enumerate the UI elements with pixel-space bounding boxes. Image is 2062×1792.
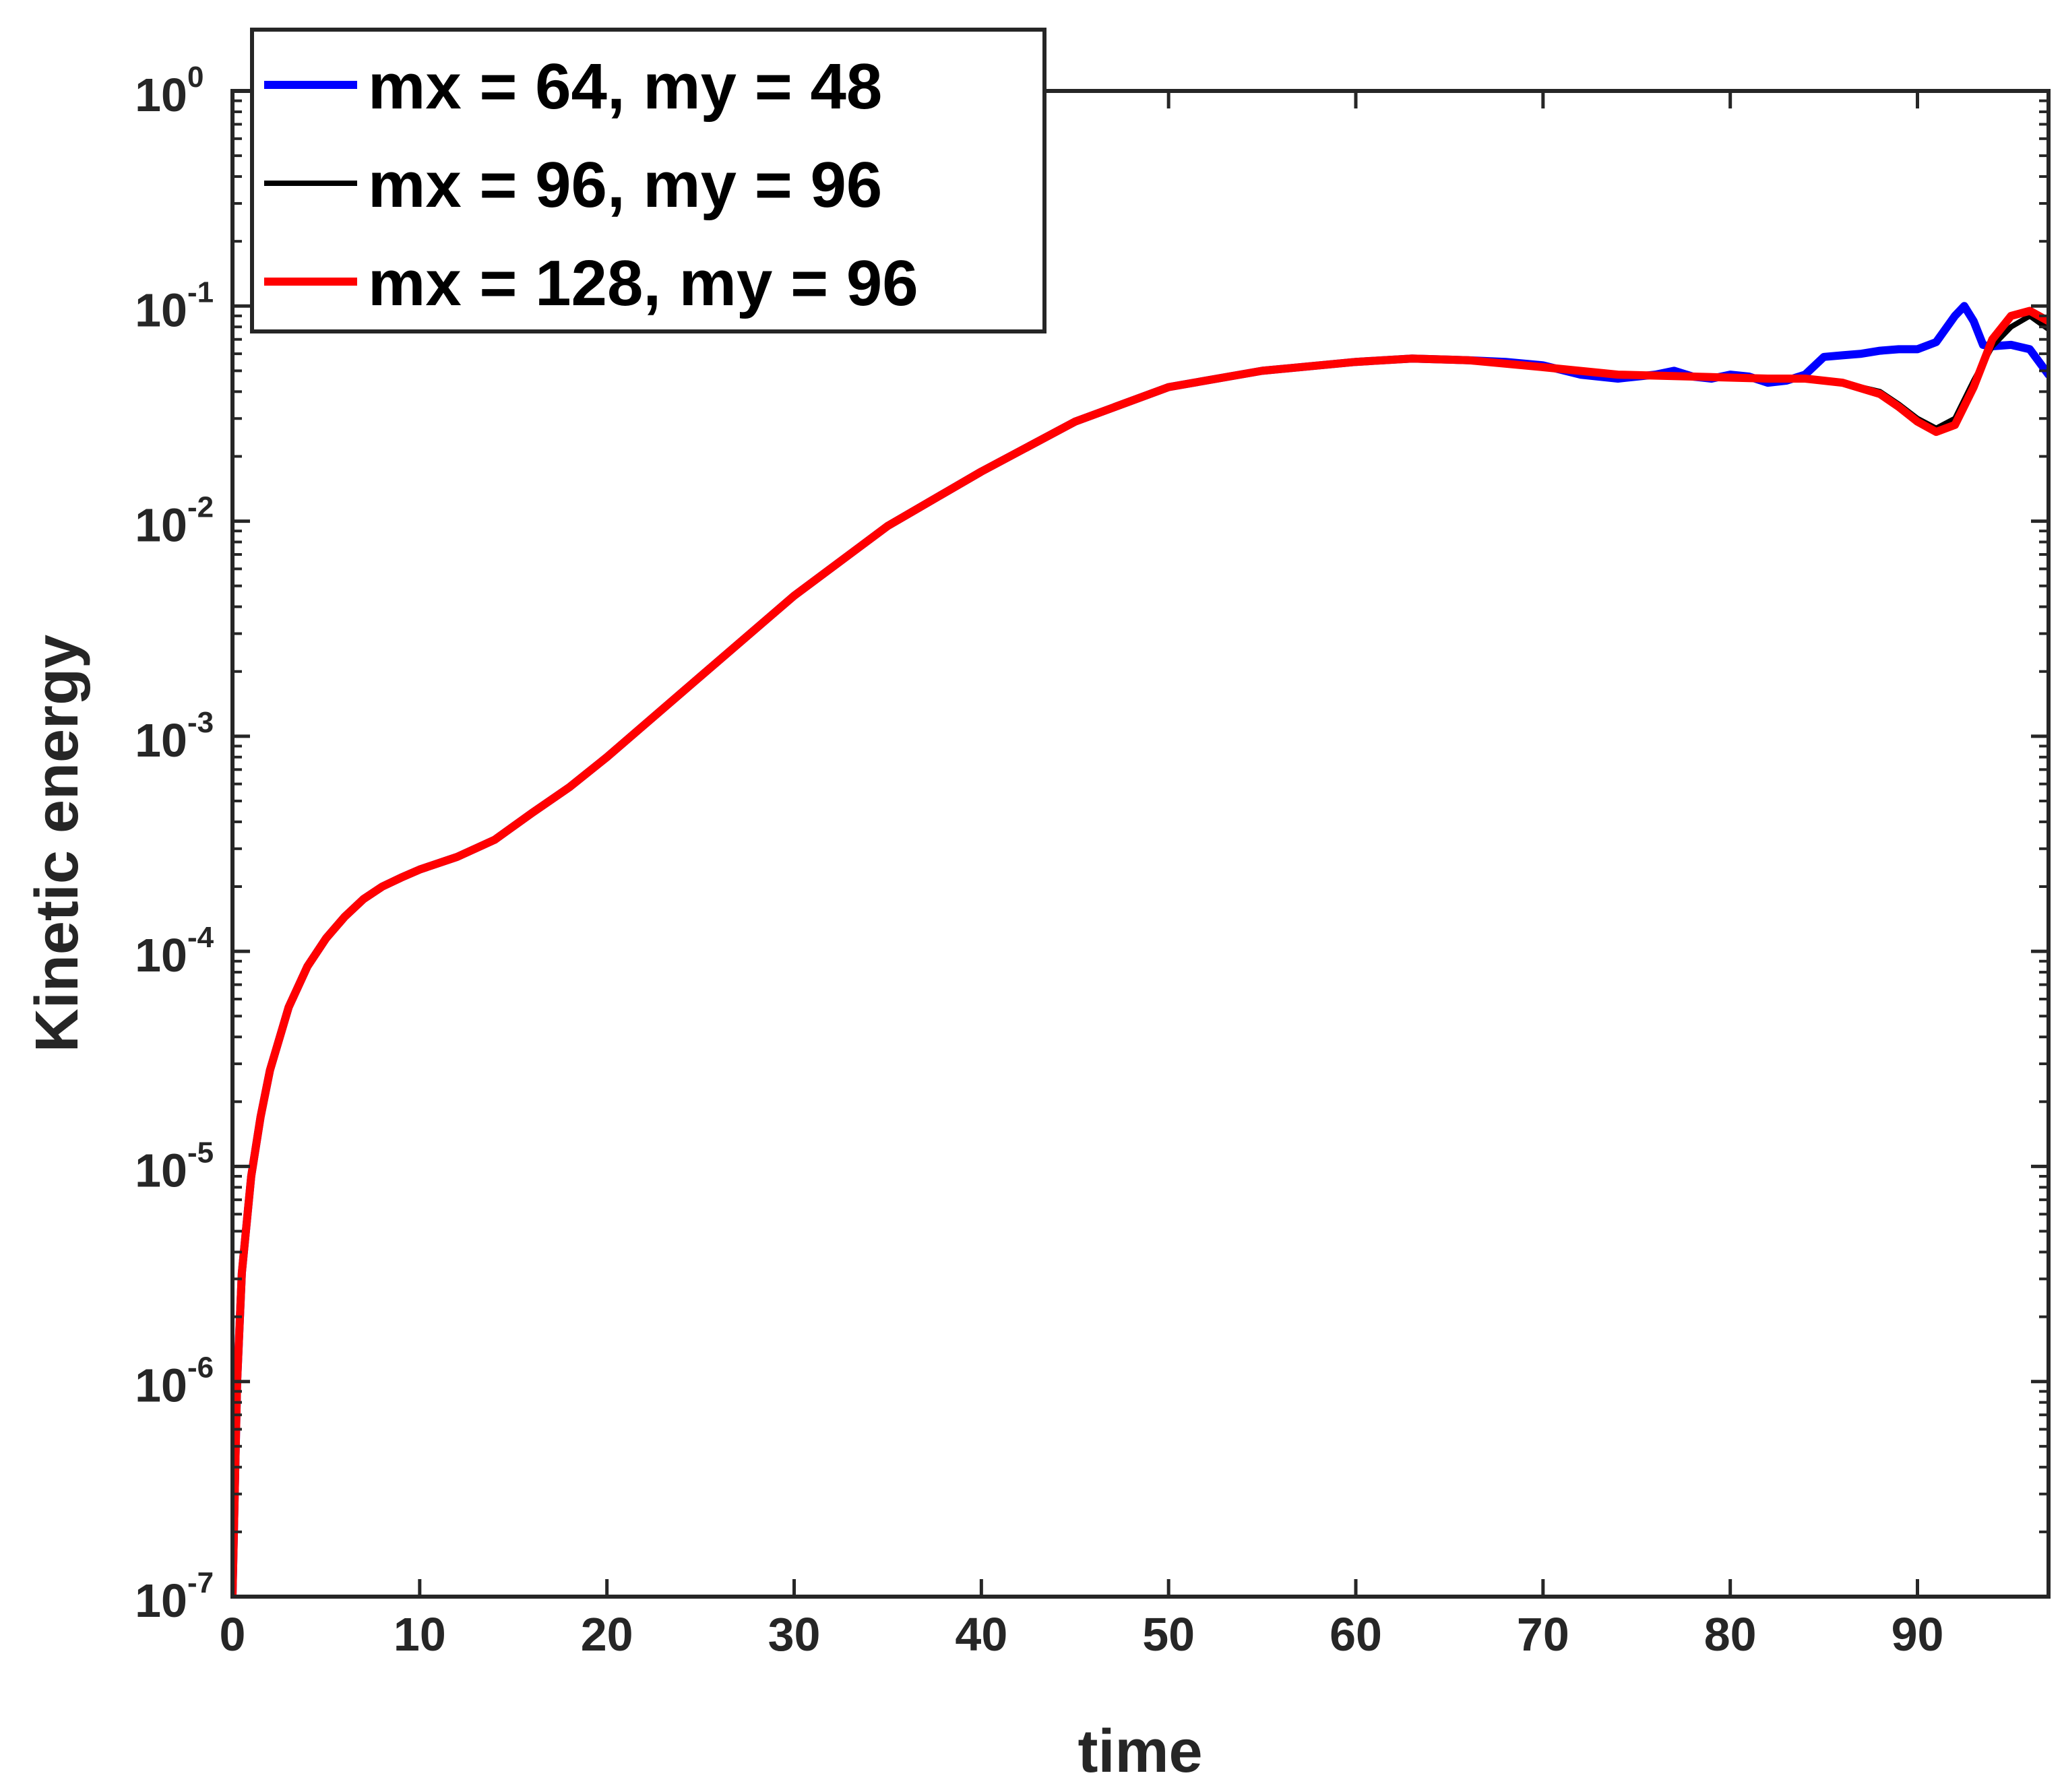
y-tick-label-1: 10	[135, 1359, 187, 1412]
x-tick-label-40: 40	[955, 1608, 1007, 1661]
x-tick-label-20: 20	[581, 1608, 633, 1661]
series-line-2	[232, 307, 2049, 1597]
y-tick-exponent-3: -4	[187, 921, 214, 954]
x-tick-label-60: 60	[1330, 1608, 1382, 1661]
y-tick-exponent-4: -3	[187, 706, 214, 739]
legend-label-1: mx = 96, my = 96	[368, 149, 882, 221]
x-tick-label-50: 50	[1142, 1608, 1195, 1661]
legend-label-0: mx = 64, my = 48	[368, 51, 882, 123]
y-tick-label-0: 10	[135, 1574, 187, 1627]
x-tick-label-10: 10	[394, 1608, 446, 1661]
plot-area-frame	[230, 89, 2051, 1599]
y-tick-label-2: 10	[135, 1144, 187, 1196]
legend: mx = 64, my = 48 mx = 96, my = 96 mx = 1…	[250, 28, 1046, 333]
x-tick-label-30: 30	[768, 1608, 821, 1661]
y-tick-exponent-5: -2	[187, 491, 214, 524]
x-tick-label-0: 0	[220, 1608, 246, 1661]
x-tick-label-90: 90	[1892, 1608, 1944, 1661]
x-axis-title: time	[1077, 1718, 1202, 1785]
y-tick-label-3: 10	[135, 929, 187, 982]
x-tick-label-80: 80	[1704, 1608, 1757, 1661]
legend-label-2: mx = 128, my = 96	[368, 247, 918, 319]
y-tick-exponent-7: 0	[187, 61, 204, 94]
y-tick-label-4: 10	[135, 714, 187, 767]
y-tick-label-7: 10	[135, 69, 187, 121]
y-tick-exponent-1: -6	[187, 1351, 214, 1384]
y-tick-label-6: 10	[135, 284, 187, 336]
legend-box	[250, 28, 1046, 333]
y-tick-exponent-2: -5	[187, 1136, 214, 1169]
series-layer	[232, 302, 2049, 1597]
y-tick-exponent-6: -1	[187, 276, 214, 309]
y-tick-exponent-0: -7	[187, 1566, 214, 1599]
x-tick-label-70: 70	[1517, 1608, 1569, 1661]
y-axis-title: Kinetic energy	[24, 635, 91, 1052]
y-tick-label-5: 10	[135, 499, 187, 552]
